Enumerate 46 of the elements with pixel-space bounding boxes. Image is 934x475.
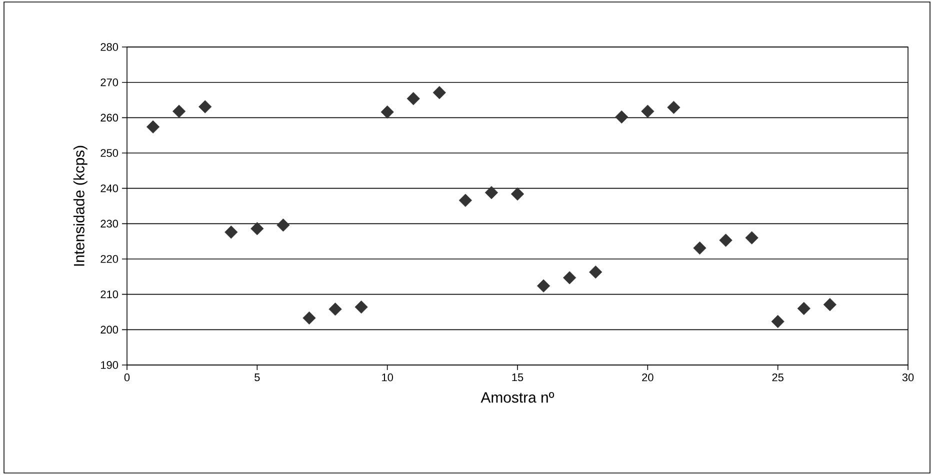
point xyxy=(146,120,160,134)
point xyxy=(250,222,264,236)
y-tick-label: 250 xyxy=(100,149,118,157)
point xyxy=(458,194,472,207)
x-tick-label: 10 xyxy=(382,374,393,382)
point xyxy=(484,186,498,200)
y-tick-label: 230 xyxy=(100,220,118,228)
point xyxy=(224,226,238,239)
x-tick-label: 30 xyxy=(902,374,914,382)
point xyxy=(302,311,316,325)
point xyxy=(797,302,810,316)
y-tick-label: 220 xyxy=(100,255,118,263)
x-tick-label: 25 xyxy=(772,374,784,382)
y-tick-label: 210 xyxy=(100,290,118,298)
point xyxy=(328,302,342,316)
point xyxy=(563,271,576,284)
y-tick-label: 270 xyxy=(100,78,118,86)
y-tick-label: 240 xyxy=(100,184,118,192)
point xyxy=(615,110,628,124)
point xyxy=(641,104,654,118)
point xyxy=(536,279,550,292)
point xyxy=(771,314,784,328)
y-tick-label: 200 xyxy=(100,326,118,334)
point xyxy=(406,92,420,106)
point xyxy=(589,266,602,279)
point xyxy=(510,187,524,201)
point xyxy=(823,298,836,312)
y-axis-title: Intensidade (kcps) xyxy=(73,146,88,266)
point xyxy=(380,105,394,119)
x-tick-label: 0 xyxy=(124,374,130,382)
x-tick-label: 20 xyxy=(642,374,654,382)
x-axis-title: Amostra nº xyxy=(480,392,554,403)
point xyxy=(693,241,706,255)
point xyxy=(172,104,186,118)
point xyxy=(667,100,680,114)
point xyxy=(354,300,368,314)
point xyxy=(276,218,290,232)
x-tick-label: 5 xyxy=(254,374,260,382)
y-tick-label: 280 xyxy=(100,43,118,51)
point xyxy=(198,100,212,114)
point xyxy=(745,231,758,244)
y-tick-label: 190 xyxy=(101,361,118,369)
y-tick-label: 260 xyxy=(100,114,118,122)
point xyxy=(432,86,446,100)
point xyxy=(719,234,732,247)
x-tick-label: 15 xyxy=(512,374,524,382)
